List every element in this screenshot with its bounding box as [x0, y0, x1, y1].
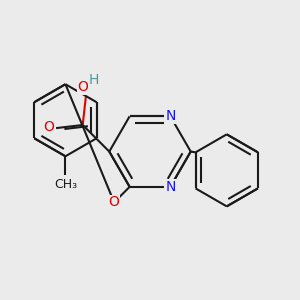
Text: O: O	[77, 80, 88, 94]
Text: CH₃: CH₃	[54, 178, 77, 190]
Text: O: O	[43, 121, 54, 134]
Text: N: N	[165, 180, 176, 194]
Text: H: H	[88, 73, 99, 87]
Text: O: O	[109, 195, 120, 209]
Text: N: N	[165, 109, 176, 123]
